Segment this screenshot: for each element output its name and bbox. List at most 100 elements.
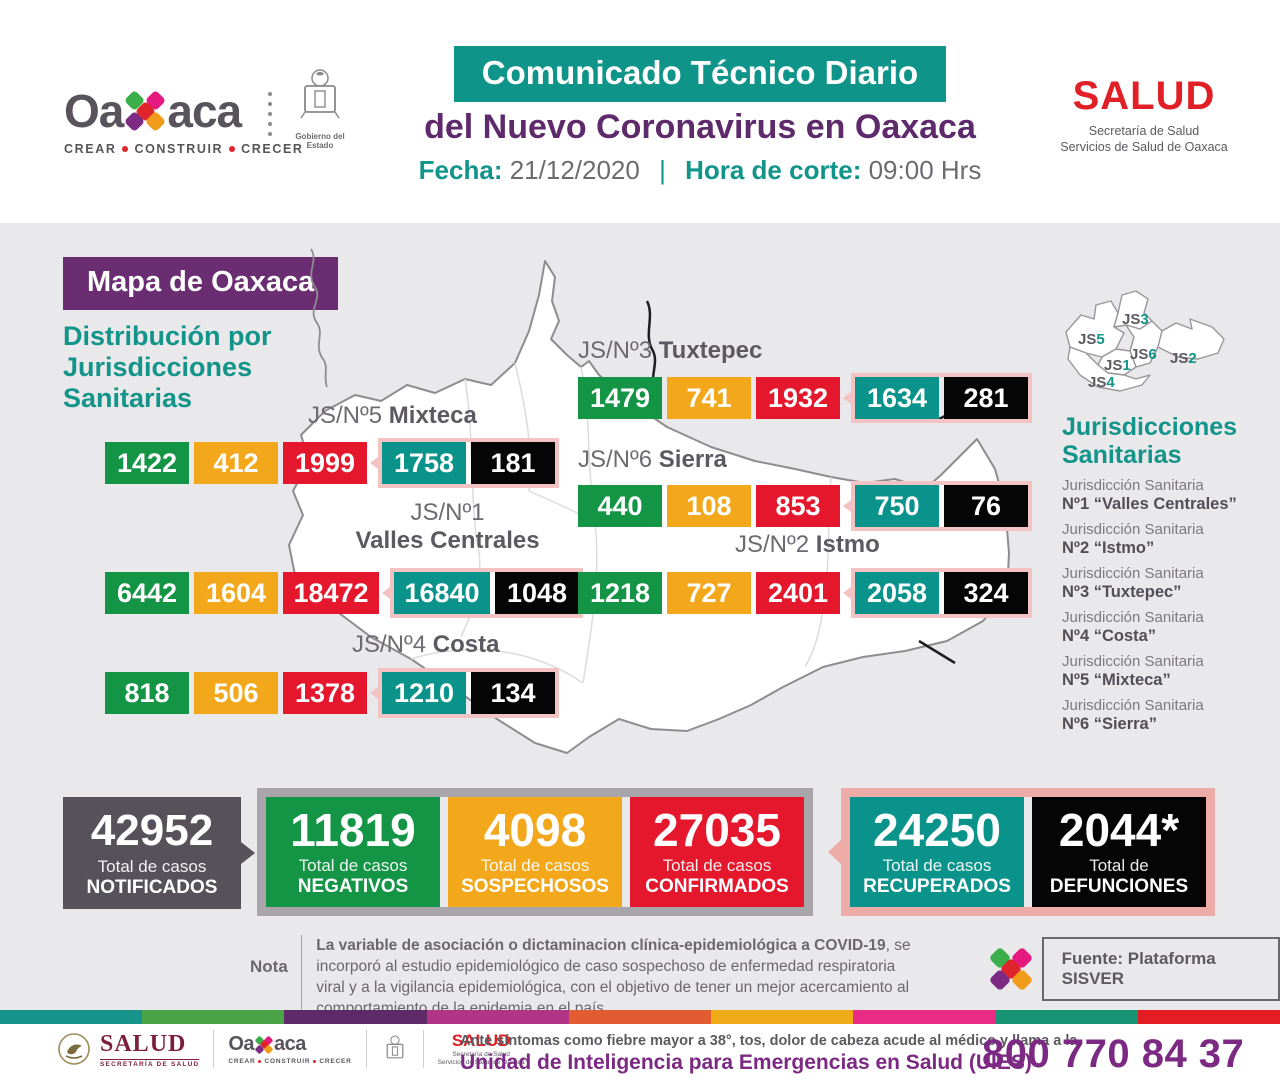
footer-color-stripe xyxy=(0,1010,1280,1024)
casos-clasificados-group: 11819 Total de casos NEGATIVOS 4098 Tota… xyxy=(257,788,813,916)
nota-text: La variable de asociación o dictaminacio… xyxy=(316,937,911,1017)
oaxaca-wordmark-part2: aca xyxy=(167,85,242,137)
recuperados-defunciones-group: 750 76 xyxy=(843,481,1032,531)
negativos-value: 1479 xyxy=(578,377,662,419)
salud-sub-line1: Secretaría de Salud xyxy=(1088,124,1200,138)
defunciones-value: 181 xyxy=(471,442,555,484)
oaxaca-x-diamonds-icon xyxy=(254,1035,274,1054)
arrow-left-icon xyxy=(843,497,855,515)
total-sospechosos-box: 4098 Total de casos SOSPECHOSOS xyxy=(448,797,622,907)
minimap-js6-shape xyxy=(1125,320,1163,368)
legend-title: Jurisdicciones Sanitarias xyxy=(1062,413,1238,469)
arrow-right-icon xyxy=(241,842,255,864)
oaxaca-tagline: CREAR CONSTRUIR CRECER xyxy=(64,142,304,156)
oaxaca-state-logo-small: Oa aca CREAR CONSTRUIR CRECER xyxy=(228,1033,352,1065)
recuperados-value: 2058 xyxy=(855,572,939,614)
list-item: Jurisdicción Sanitaria Nº3 “Tuxtepec” xyxy=(1062,565,1204,601)
uies-advice: Ante síntomas como fiebre mayor a 38°, t… xyxy=(460,1033,1077,1075)
jurisdiction-code: JS/Nº5 xyxy=(308,402,383,429)
page-title: Comunicado Técnico Diario xyxy=(453,46,947,102)
negativos-value: 1422 xyxy=(105,442,189,484)
dotted-separator xyxy=(268,92,272,136)
defunciones-value: 324 xyxy=(944,572,1028,614)
salud-sub-line2: Servicios de Salud de Oaxaca xyxy=(1060,140,1228,154)
oaxaca-wordmark: Oa aca xyxy=(64,84,304,138)
advice-line2: Unidad de Inteligencia para Emergencias … xyxy=(460,1051,1032,1074)
jurisdiction-name: Tuxtepec xyxy=(658,337,763,364)
date-cutoff-line: Fecha: 21/12/2020 | Hora de corte: 09:00… xyxy=(390,155,1010,186)
jurisdictions-legend-list: Jurisdicción Sanitaria Nº1 “Valles Centra… xyxy=(1062,477,1262,741)
jurisdiction-code: JS/Nº2 xyxy=(735,531,810,558)
seal-label: Gobierno del Estado xyxy=(295,132,345,150)
jurisdiction-name: Sierra xyxy=(658,446,727,473)
fuente-section: Fuente: Plataforma SISVER xyxy=(988,937,1280,1001)
recuperados-defunciones-group: 1634 281 xyxy=(843,373,1032,423)
nota-label: Nota xyxy=(250,957,288,976)
federal-salud-logo: SALUD SECRETARÍA DE SALUD xyxy=(56,1030,200,1068)
recuperados-value: 1758 xyxy=(382,442,466,484)
jurisdiction-name: Istmo xyxy=(815,531,880,558)
confirmados-value: 1932 xyxy=(756,377,840,419)
recuperados-value: 1210 xyxy=(382,672,466,714)
page-subtitle: del Nuevo Coronavirus en Oaxaca xyxy=(424,108,976,146)
sospechosos-value: 108 xyxy=(667,485,751,527)
state-seal-icon xyxy=(300,69,340,119)
jurisdiction-name: Valles Centrales xyxy=(355,527,540,554)
negativos-value: 818 xyxy=(105,672,189,714)
arrow-left-icon xyxy=(828,839,842,865)
sospechosos-value: 506 xyxy=(194,672,278,714)
negativos-value: 440 xyxy=(578,485,662,527)
recuperados-value: 16840 xyxy=(394,572,490,614)
confirmados-value: 1999 xyxy=(283,442,367,484)
gobierno-del-estado-seal: Gobierno del Estado xyxy=(288,66,352,150)
confirmados-value: 2401 xyxy=(756,572,840,614)
jurisdiction-code: JS/Nº3 xyxy=(578,337,653,364)
oaxaca-wordmark-part1: Oa xyxy=(64,85,124,137)
arrow-left-icon xyxy=(370,684,382,702)
minimap-js2-shape xyxy=(1157,318,1225,360)
separator: | xyxy=(659,155,666,185)
confirmados-value: 1378 xyxy=(283,672,367,714)
footer: SALUD SECRETARÍA DE SALUD Oa aca CREAR C… xyxy=(0,1024,1280,1082)
nw-river-line xyxy=(310,248,328,388)
notificados-number: 42952 xyxy=(90,806,214,855)
arrow-left-icon xyxy=(370,454,382,472)
tagline-dot-icon xyxy=(229,146,236,152)
jurisdiction-name: Costa xyxy=(432,631,500,658)
arrow-left-icon xyxy=(382,584,394,602)
divider xyxy=(422,1030,424,1068)
list-item: Jurisdicción Sanitaria Nº1 “Valles Centra… xyxy=(1062,477,1237,513)
uies-phone-number: 800 770 84 37 xyxy=(982,1032,1245,1076)
header: Oa aca CREAR CONSTRUIR CRECER Gobier xyxy=(0,0,1280,223)
list-item: Jurisdicción Sanitaria Nº6 “Sierra” xyxy=(1062,697,1204,733)
confirmados-value: 853 xyxy=(756,485,840,527)
jurisdiction-code: JS/Nº1 xyxy=(410,499,485,526)
map-panel: Mapa de Oaxaca Distribución por Jurisdic… xyxy=(0,223,1280,1019)
sospechosos-value: 727 xyxy=(667,572,751,614)
oaxaca-state-logo: Oa aca CREAR CONSTRUIR CRECER xyxy=(64,84,304,156)
list-item: Jurisdicción Sanitaria Nº2 “Istmo” xyxy=(1062,521,1204,557)
title-block: Comunicado Técnico Diario del Nuevo Coro… xyxy=(390,46,1010,186)
recuperados-value: 750 xyxy=(855,485,939,527)
recuperados-defunciones-group: 2058 324 xyxy=(843,568,1032,618)
sospechosos-value: 1604 xyxy=(194,572,278,614)
sospechosos-value: 412 xyxy=(194,442,278,484)
minimap-js3-shape xyxy=(1113,290,1153,330)
divider xyxy=(365,1030,367,1068)
jurisdictions-minimap: JS5 JS3 JS1 JS6 JS2 JS4 xyxy=(1056,287,1236,403)
fed-salud-wordmark: SALUD xyxy=(100,1030,187,1057)
arrow-left-icon xyxy=(843,389,855,407)
jurisdiction-name: Mixteca xyxy=(388,402,477,429)
defunciones-value: 76 xyxy=(944,485,1028,527)
minimap-js4-shape xyxy=(1067,346,1151,392)
salud-wordmark: SALUD xyxy=(1072,74,1216,118)
list-item: Jurisdicción Sanitaria Nº5 “Mixteca” xyxy=(1062,653,1204,689)
jurisdiction-code: JS/Nº6 xyxy=(578,446,653,473)
fed-salud-sub: SECRETARÍA DE SALUD xyxy=(100,1058,200,1068)
mexico-coat-of-arms-icon xyxy=(58,1033,90,1065)
recuperados-defunciones-group: 1210 134 xyxy=(370,668,559,718)
arrow-left-icon xyxy=(843,584,855,602)
fuente-label: Fuente: Plataforma SISVER xyxy=(1041,937,1280,1001)
total-confirmados-box: 27035 Total de casos CONFIRMADOS xyxy=(630,797,804,907)
salud-oaxaca-logo: SALUD Secretaría de Salud Servicios de S… xyxy=(1058,74,1230,155)
